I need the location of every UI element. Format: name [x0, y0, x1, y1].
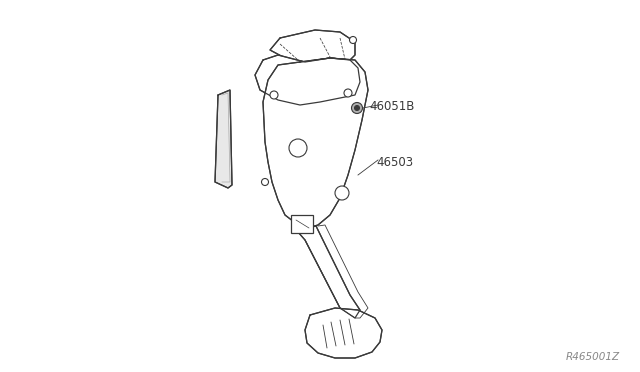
Text: 46051B: 46051B — [369, 100, 414, 113]
Polygon shape — [305, 308, 382, 358]
Circle shape — [349, 36, 356, 44]
Polygon shape — [270, 30, 355, 62]
Circle shape — [289, 139, 307, 157]
Circle shape — [355, 106, 360, 110]
Circle shape — [351, 103, 362, 113]
Polygon shape — [263, 58, 368, 228]
Circle shape — [335, 186, 349, 200]
Polygon shape — [215, 90, 232, 188]
Polygon shape — [255, 55, 360, 105]
Polygon shape — [298, 226, 360, 318]
Text: 46503: 46503 — [376, 157, 413, 170]
Text: R465001Z: R465001Z — [566, 352, 620, 362]
Circle shape — [270, 91, 278, 99]
FancyBboxPatch shape — [291, 215, 313, 233]
Circle shape — [344, 89, 352, 97]
Circle shape — [262, 179, 269, 186]
